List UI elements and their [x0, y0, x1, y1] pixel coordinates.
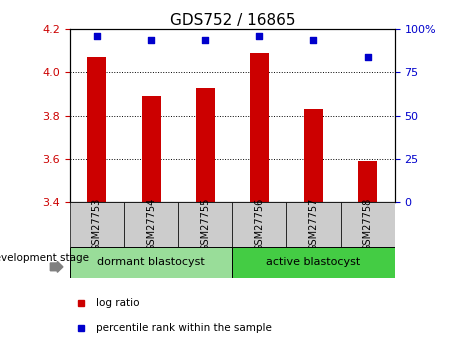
Point — [93, 33, 101, 39]
Text: GSM27753: GSM27753 — [92, 198, 102, 251]
Bar — [232, 247, 395, 278]
Point — [256, 33, 263, 39]
Bar — [286, 202, 341, 247]
Text: dormant blastocyst: dormant blastocyst — [97, 257, 205, 267]
Bar — [124, 202, 178, 247]
Text: active blastocyst: active blastocyst — [267, 257, 360, 267]
Bar — [178, 202, 232, 247]
Point — [202, 37, 209, 42]
Title: GDS752 / 16865: GDS752 / 16865 — [170, 13, 295, 28]
Bar — [142, 96, 161, 202]
Bar — [304, 109, 323, 202]
Text: GSM27756: GSM27756 — [254, 198, 264, 251]
Point — [310, 37, 317, 42]
Text: GSM27757: GSM27757 — [308, 198, 318, 251]
Bar — [358, 161, 377, 202]
Bar — [70, 202, 124, 247]
Bar — [250, 53, 269, 202]
FancyArrow shape — [51, 262, 63, 272]
Bar — [232, 202, 286, 247]
Point — [147, 37, 155, 42]
Point — [364, 54, 371, 60]
Bar — [70, 247, 232, 278]
Text: GSM27755: GSM27755 — [200, 198, 210, 251]
Text: development stage: development stage — [0, 253, 89, 263]
Bar — [196, 88, 215, 202]
Text: GSM27754: GSM27754 — [146, 198, 156, 251]
Bar — [87, 57, 106, 202]
Text: percentile rank within the sample: percentile rank within the sample — [97, 323, 272, 333]
Text: GSM27758: GSM27758 — [363, 198, 373, 251]
Bar — [341, 202, 395, 247]
Text: log ratio: log ratio — [97, 298, 140, 308]
